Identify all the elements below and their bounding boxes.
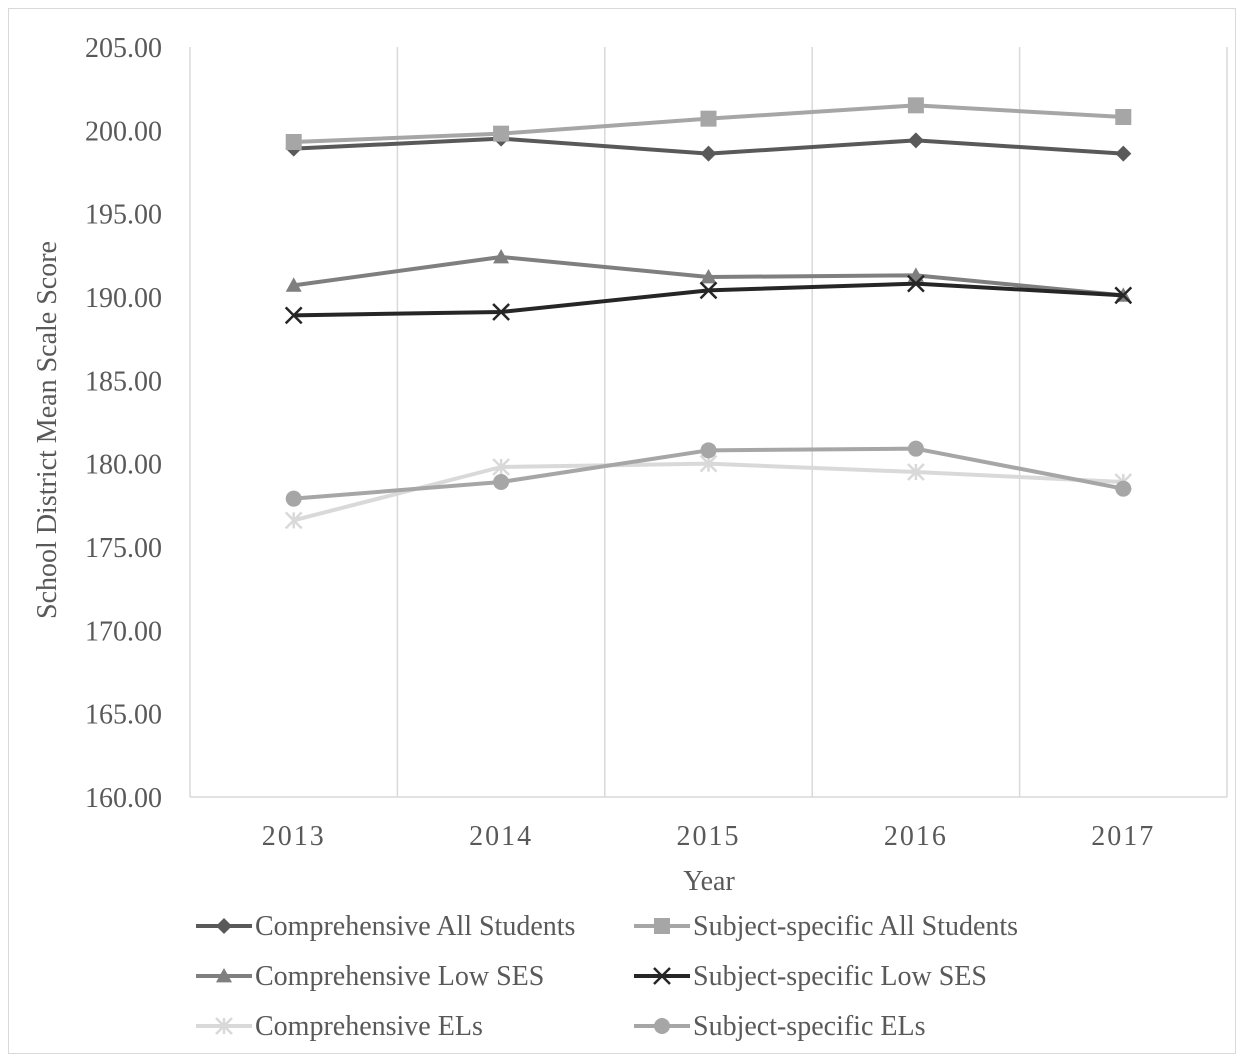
y-tick-label: 160.00 (85, 783, 162, 814)
series-subject-specific-low-ses (284, 274, 1133, 325)
data-point-marker (215, 1017, 233, 1035)
y-axis-title: School District Mean Scale Score (32, 241, 63, 619)
legend-label: Comprehensive ELs (255, 1011, 483, 1042)
series-line (293, 281, 1124, 318)
data-point-marker (493, 249, 510, 264)
data-point-marker (907, 463, 925, 481)
data-point-marker (492, 303, 510, 321)
series-group (284, 97, 1133, 530)
legend-item: Subject-specific Low SES (634, 961, 987, 992)
axes (189, 47, 1227, 798)
legend-label: Subject-specific All Students (693, 911, 1018, 942)
data-point-marker (284, 511, 303, 530)
data-point-marker (907, 440, 924, 457)
x-tick-label: 2016 (884, 821, 948, 852)
legend-label: Subject-specific Low SES (693, 961, 987, 992)
data-point-marker (1114, 286, 1133, 305)
data-point-marker (285, 134, 302, 150)
y-tick-label: 180.00 (85, 450, 162, 481)
data-point-marker (700, 442, 717, 459)
y-tick-label: 170.00 (85, 616, 162, 647)
legend-item: Comprehensive All Students (196, 911, 575, 942)
legend-label: Subject-specific ELs (693, 1011, 925, 1042)
series-subject-specific-els (285, 440, 1132, 507)
y-tick-label: 200.00 (85, 116, 162, 147)
legend-item: Subject-specific ELs (634, 1011, 925, 1042)
data-point-marker (1115, 145, 1132, 162)
data-point-marker (653, 967, 671, 985)
series-comprehensive-low-ses (285, 249, 1132, 302)
data-point-marker (699, 454, 718, 473)
series-subject-specific-all-students (285, 97, 1132, 150)
data-point-marker (285, 490, 302, 507)
y-tick-label: 195.00 (85, 200, 162, 231)
legend-item: Subject-specific All Students (634, 911, 1018, 942)
data-point-marker (654, 918, 670, 934)
legend-item: Comprehensive Low SES (196, 961, 544, 992)
x-tick-label: 2013 (262, 821, 326, 852)
y-tick-labels: 160.00 165.00 170.00 175.00 180.00 185.00 190.… (85, 33, 162, 814)
x-tick-labels: 2013 2014 2015 2016 2017 (262, 821, 1155, 852)
y-tick-label: 190.00 (85, 283, 162, 314)
y-tick-label: 185.00 (85, 366, 162, 397)
legend-label: Comprehensive All Students (255, 911, 575, 942)
chart-frame (8, 8, 1236, 1054)
x-tick-label: 2017 (1091, 821, 1155, 852)
series-line (293, 461, 1124, 523)
data-point-marker (700, 110, 717, 127)
legend-label: Comprehensive Low SES (255, 961, 544, 992)
data-point-marker (284, 306, 303, 325)
data-point-marker (907, 132, 924, 149)
legend: Comprehensive All Students Subject-specif… (196, 911, 1018, 1042)
data-point-marker (1115, 480, 1132, 497)
y-tick-label: 175.00 (85, 533, 162, 564)
data-point-marker (285, 277, 302, 292)
data-point-marker (216, 918, 232, 934)
data-point-marker (1115, 109, 1132, 125)
legend-item: Comprehensive ELs (196, 1011, 483, 1042)
data-point-marker (907, 274, 925, 293)
grid-lines (396, 47, 1228, 797)
data-point-marker (654, 1018, 670, 1034)
data-point-marker (493, 474, 510, 490)
data-point-marker (699, 281, 718, 300)
data-point-marker (700, 269, 717, 284)
x-axis-title: Year (683, 866, 735, 897)
x-tick-label: 2015 (677, 821, 741, 852)
data-point-marker (493, 125, 510, 142)
data-point-marker (492, 458, 510, 476)
data-point-marker (907, 97, 924, 114)
data-point-marker (216, 968, 232, 983)
y-tick-label: 205.00 (85, 33, 162, 64)
x-tick-label: 2014 (469, 821, 533, 852)
data-point-marker (700, 145, 717, 162)
y-tick-label: 165.00 (85, 700, 162, 731)
